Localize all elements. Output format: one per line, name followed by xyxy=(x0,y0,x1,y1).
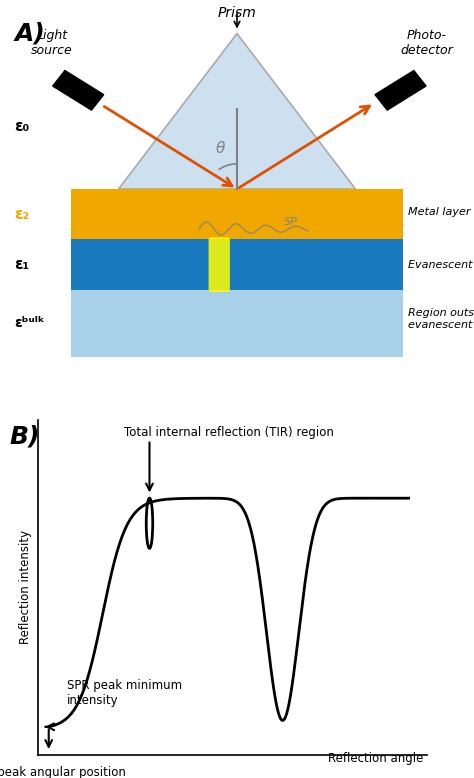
Text: Metal layer: Metal layer xyxy=(408,207,470,217)
Text: εᵇᵘˡᵏ: εᵇᵘˡᵏ xyxy=(14,317,45,331)
Text: Region outside the
evanescent field: Region outside the evanescent field xyxy=(408,309,474,330)
Bar xyxy=(71,290,403,357)
Bar xyxy=(71,189,403,240)
FancyBboxPatch shape xyxy=(209,237,230,292)
Text: θ: θ xyxy=(216,142,225,156)
Text: SPR peak minimum
intensity: SPR peak minimum intensity xyxy=(67,679,182,707)
Text: Evanescent field region: Evanescent field region xyxy=(408,260,474,270)
Text: SPR peak angular position: SPR peak angular position xyxy=(0,766,126,778)
Text: B): B) xyxy=(9,424,40,448)
Bar xyxy=(71,240,403,290)
Text: ε₀: ε₀ xyxy=(14,118,29,134)
Text: Total internal reflection (TIR) region: Total internal reflection (TIR) region xyxy=(124,426,334,439)
Text: ε₂: ε₂ xyxy=(14,207,29,222)
Text: ε₁: ε₁ xyxy=(14,258,29,272)
Text: Light
source: Light source xyxy=(31,30,73,58)
Text: Photo-
detector: Photo- detector xyxy=(400,30,453,58)
Bar xyxy=(0,189,71,357)
Text: Prism: Prism xyxy=(218,6,256,20)
Polygon shape xyxy=(118,33,356,189)
Text: Reflection angle: Reflection angle xyxy=(328,752,423,765)
Y-axis label: Reflection intensity: Reflection intensity xyxy=(19,531,32,644)
Polygon shape xyxy=(375,71,426,110)
Polygon shape xyxy=(53,71,104,110)
Text: A): A) xyxy=(14,21,45,45)
Text: SP: SP xyxy=(284,217,298,226)
